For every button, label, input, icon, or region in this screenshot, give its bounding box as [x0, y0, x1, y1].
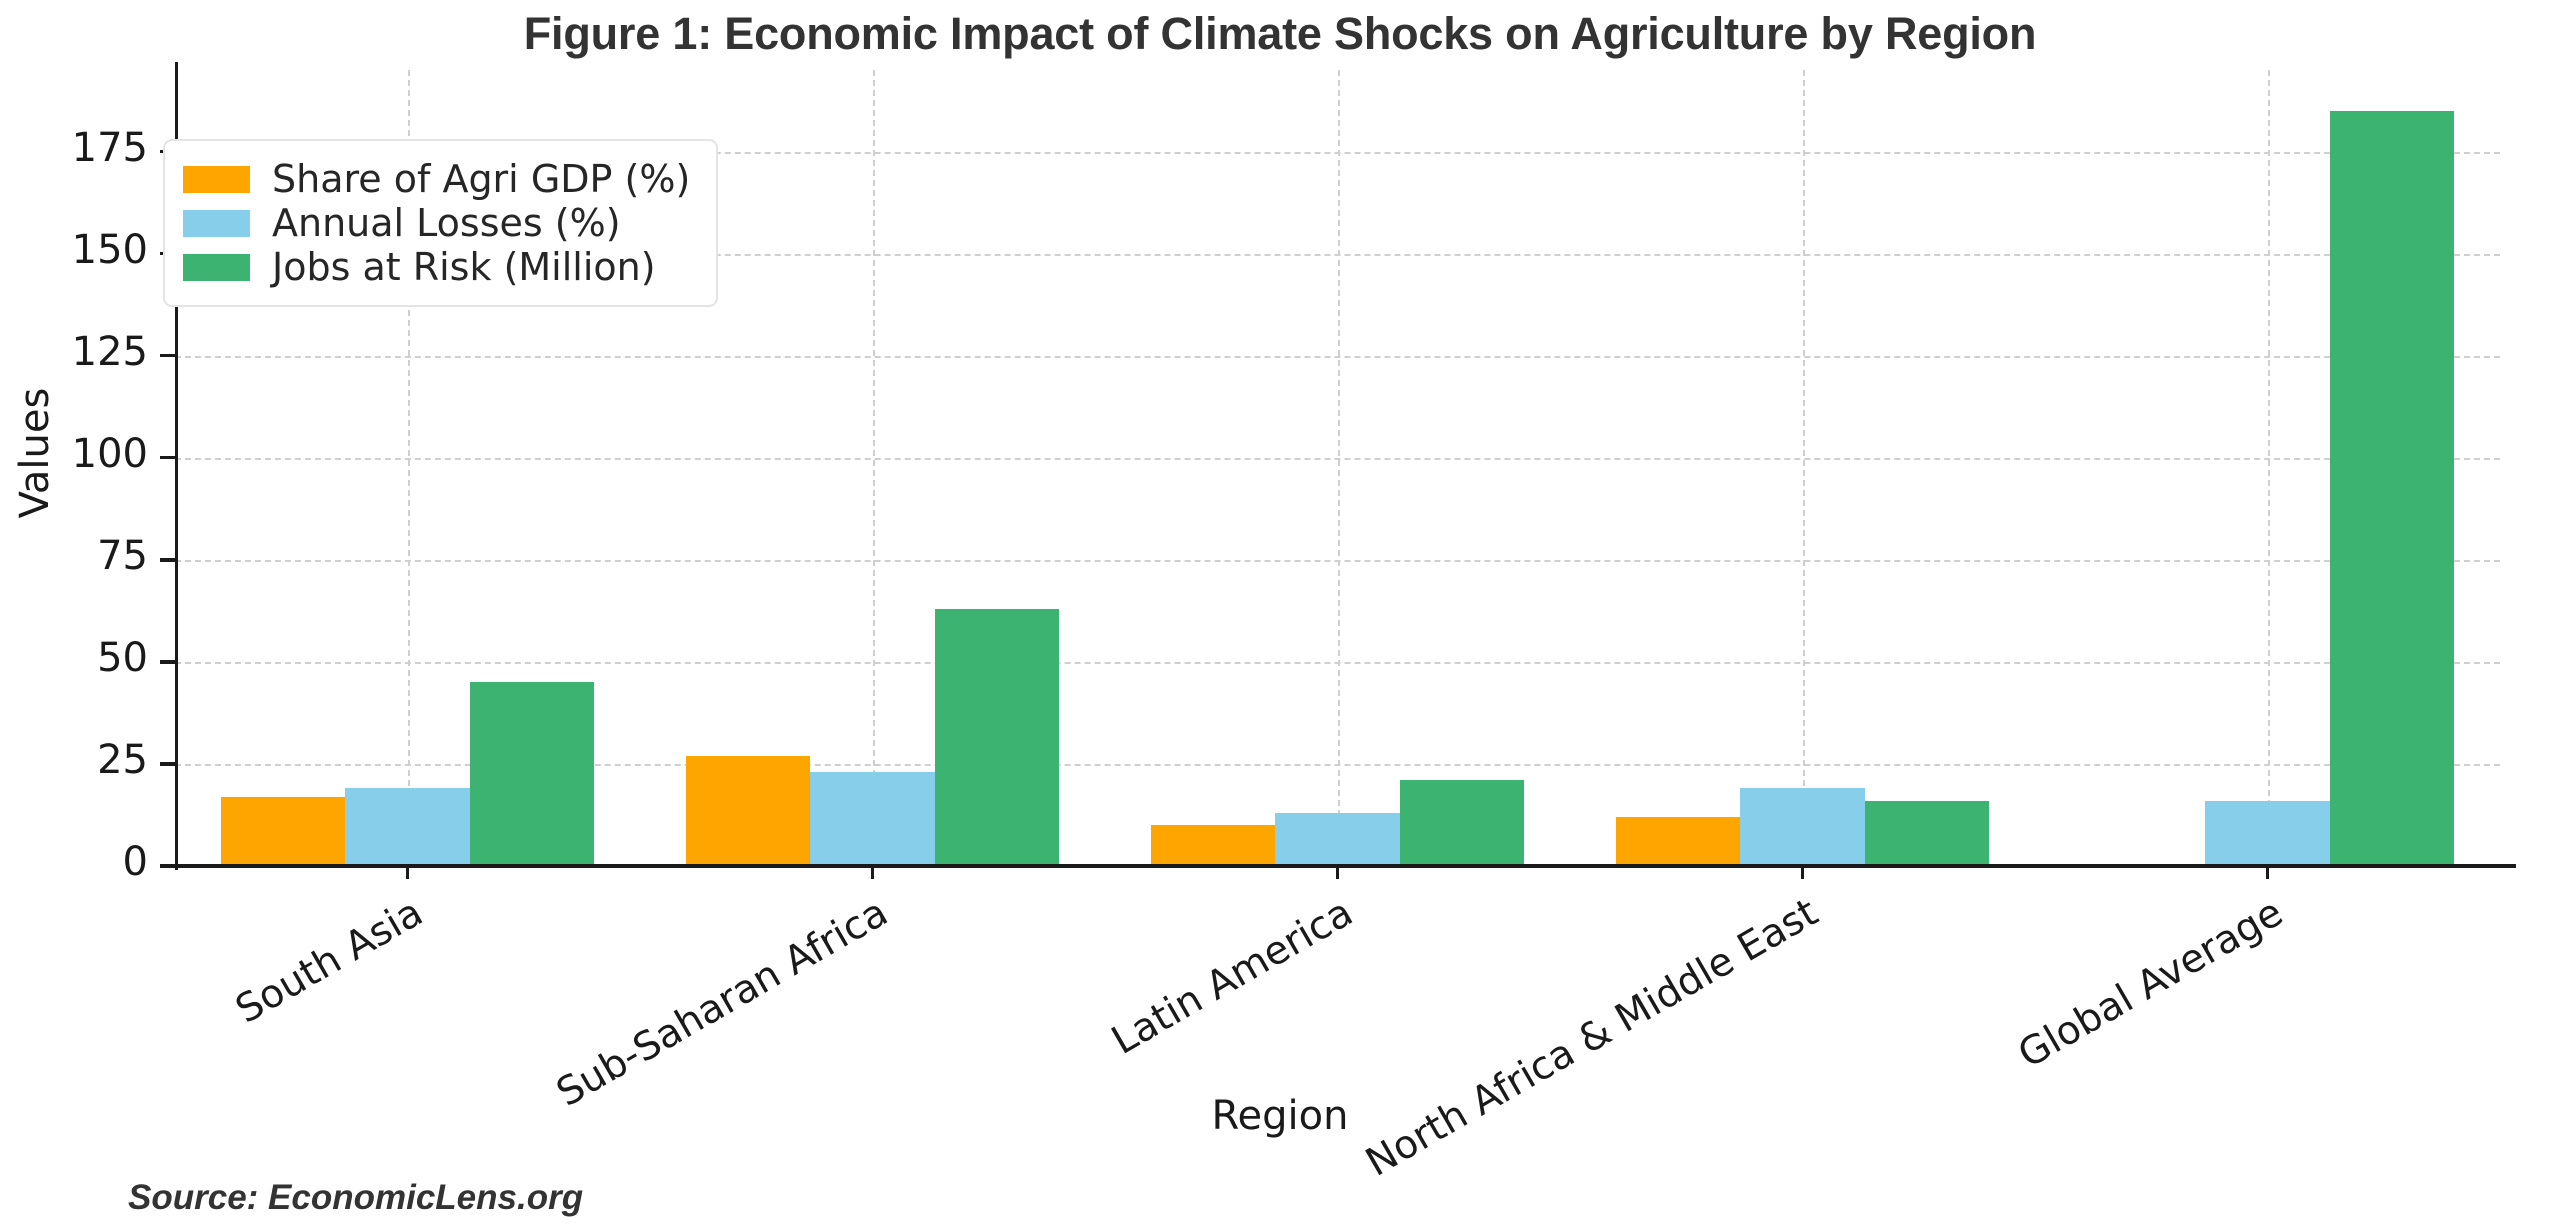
y-tick-label: 175: [71, 124, 148, 171]
x-tick-label: Global Average: [2010, 890, 2290, 1078]
source-note: Source: EconomicLens.org: [128, 1178, 584, 1217]
plot-area: [175, 70, 2500, 866]
legend-swatch-icon: [183, 165, 250, 193]
gridline-vertical: [2267, 70, 2270, 866]
y-tick-mark: [160, 864, 176, 868]
legend-item[interactable]: Share of Agri GDP (%): [183, 157, 690, 201]
y-axis-spine: [175, 62, 179, 870]
bar[interactable]: [686, 755, 811, 866]
x-tick-label: North Africa & Middle East: [1357, 890, 1825, 1186]
bar[interactable]: [1275, 812, 1400, 866]
y-tick-label: 150: [71, 226, 148, 273]
legend-swatch-icon: [183, 209, 250, 237]
bar[interactable]: [345, 788, 470, 866]
legend-label: Share of Agri GDP (%): [272, 157, 691, 201]
y-tick-mark: [160, 660, 176, 664]
bar[interactable]: [934, 608, 1059, 866]
legend-item[interactable]: Jobs at Risk (Million): [183, 245, 690, 289]
gridline-vertical: [1802, 70, 1805, 866]
x-tick-mark: [1800, 864, 1805, 879]
y-tick-mark: [160, 558, 176, 562]
y-tick-label: 75: [97, 532, 148, 579]
y-tick-mark: [160, 762, 176, 766]
bar[interactable]: [469, 682, 594, 866]
y-axis-label: Values: [12, 387, 58, 519]
legend-item[interactable]: Annual Losses (%): [183, 201, 690, 245]
bar[interactable]: [1399, 780, 1524, 866]
gridline-vertical: [872, 70, 875, 866]
y-tick-mark: [160, 354, 176, 358]
y-tick-label: 125: [71, 328, 148, 375]
x-axis-label: Region: [1211, 1093, 1349, 1139]
y-tick-mark: [160, 456, 176, 460]
x-tick-mark: [1335, 864, 1340, 879]
y-tick-label: 50: [97, 634, 148, 681]
bar[interactable]: [1151, 825, 1276, 866]
legend-label: Annual Losses (%): [272, 201, 621, 245]
y-tick-label: 25: [97, 736, 148, 783]
x-tick-mark: [870, 864, 875, 879]
y-tick-label: 0: [122, 839, 148, 885]
x-tick-mark: [405, 864, 410, 879]
bar[interactable]: [2329, 110, 2454, 866]
bar[interactable]: [1864, 800, 1989, 866]
bar[interactable]: [221, 796, 346, 866]
legend-label: Jobs at Risk (Million): [272, 245, 656, 289]
gridline-vertical: [1337, 70, 1340, 866]
chart-legend: Share of Agri GDP (%) Annual Losses (%) Jo…: [163, 139, 719, 307]
x-tick-label: Latin America: [1103, 890, 1360, 1064]
bar[interactable]: [810, 772, 935, 866]
bar[interactable]: [2205, 800, 2330, 866]
x-tick-mark: [2265, 864, 2270, 879]
legend-swatch-icon: [183, 253, 250, 281]
gridline-vertical: [407, 70, 410, 866]
y-tick-label: 100: [71, 430, 148, 477]
chart-title: Figure 1: Economic Impact of Climate Sho…: [523, 8, 2037, 59]
bar[interactable]: [1740, 788, 1865, 866]
bar[interactable]: [1616, 817, 1741, 866]
